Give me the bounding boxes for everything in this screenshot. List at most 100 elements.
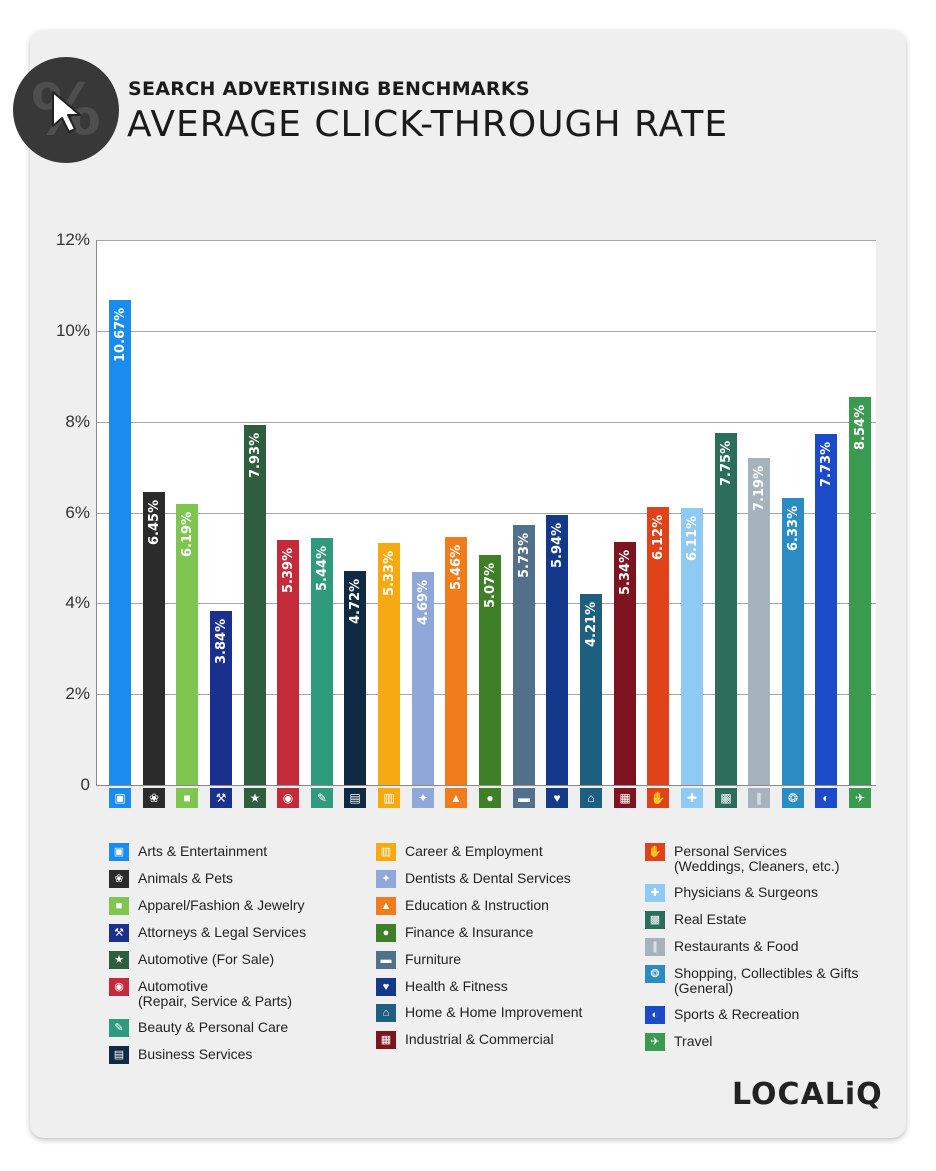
legend-label: Business Services (138, 1047, 358, 1062)
category-icon: ∥ (748, 788, 770, 808)
bar (580, 594, 602, 785)
bar-value-label: 4.72% (348, 579, 363, 625)
bar (109, 300, 131, 785)
bar (849, 397, 871, 785)
legend-swatch-icon: ★ (109, 951, 129, 969)
bar-value-label: 8.54% (853, 405, 868, 451)
legend-label-line: Restaurants & Food (674, 938, 799, 954)
legend-label: Restaurants & Food (674, 939, 894, 954)
bar (513, 525, 535, 785)
legend-label: Beauty & Personal Care (138, 1020, 358, 1035)
legend-label-line: Automotive (For Sale) (138, 951, 275, 967)
category-icon: ▦ (614, 788, 636, 808)
bar-value-label: 4.21% (584, 602, 599, 648)
legend-swatch-icon: ✦ (376, 870, 396, 888)
bar-value-label: 7.75% (719, 441, 734, 487)
legend-label: Dentists & Dental Services (405, 871, 625, 886)
legend-label: Shopping, Collectibles & Gifts (General) (674, 966, 894, 996)
legend-label-line: Personal Services (674, 843, 787, 859)
legend-swatch-icon: ▩ (645, 911, 665, 929)
category-icon: ✋ (647, 788, 669, 808)
bar-value-label: 5.73% (517, 533, 532, 579)
legend-label-line: Dentists & Dental Services (405, 870, 571, 886)
legend-label-line: Shopping, Collectibles & Gifts (674, 965, 859, 981)
category-icon: ▥ (378, 788, 400, 808)
category-icon: ❀ (143, 788, 165, 808)
legend-swatch-icon: ◉ (109, 978, 129, 996)
legend-label: Attorneys & Legal Services (138, 925, 358, 940)
gridline (96, 422, 876, 423)
gridline (96, 240, 876, 241)
legend-label: Sports & Recreation (674, 1007, 894, 1022)
legend-label: Finance & Insurance (405, 925, 625, 940)
legend-swatch-icon: ▬ (376, 951, 396, 969)
bar (311, 538, 333, 785)
bar-value-label: 5.33% (382, 551, 397, 597)
bar-value-label: 5.39% (281, 548, 296, 594)
legend-label: Furniture (405, 952, 625, 967)
legend-label-line: Beauty & Personal Care (138, 1019, 289, 1035)
bar (748, 458, 770, 785)
legend-label-line: Real Estate (674, 911, 747, 927)
legend-swatch-icon: ∥ (645, 938, 665, 956)
bar-value-label: 6.45% (147, 500, 162, 546)
legend-label-line: Finance & Insurance (405, 924, 534, 940)
bar-value-label: 5.46% (449, 545, 464, 591)
bar (143, 492, 165, 785)
y-tick-label: 12% (55, 230, 90, 249)
bar-value-label: 3.84% (214, 619, 229, 665)
gridline (96, 513, 876, 514)
bar (647, 507, 669, 785)
header-title: AVERAGE CLICK-THROUGH RATE (127, 104, 729, 145)
bar-value-label: 5.34% (618, 550, 633, 596)
legend-label-line: Industrial & Commercial (405, 1031, 554, 1047)
legend-swatch-icon: ▦ (376, 1031, 396, 1049)
bar-value-label: 5.07% (483, 563, 498, 609)
legend-swatch-icon: ✈ (645, 1033, 665, 1051)
legend-label: Automotive (For Sale) (138, 952, 358, 967)
y-tick-label: 6% (65, 503, 90, 522)
legend-swatch-icon: ✚ (645, 884, 665, 902)
category-icon: ⚒ (210, 788, 232, 808)
legend-label-line: Attorneys & Legal Services (138, 924, 307, 940)
category-icon: ✈ (849, 788, 871, 808)
legend-label: Automotive (Repair, Service & Parts) (138, 979, 358, 1009)
localiq-logo: LOCALiQ (732, 1077, 883, 1112)
legend-swatch-icon: ● (376, 924, 396, 942)
legend-label: Personal Services (Weddings, Cleaners, et… (674, 844, 894, 874)
category-icon: ✚ (681, 788, 703, 808)
bar (412, 572, 434, 785)
legend-label-line: Travel (674, 1033, 713, 1049)
legend-label-line: Career & Employment (405, 843, 543, 859)
legend-label-line: (General) (674, 980, 734, 996)
category-icon: ▬ (513, 788, 535, 808)
legend-label-line: (Weddings, Cleaners, etc.) (674, 858, 840, 874)
legend-label: Travel (674, 1034, 894, 1049)
legend-swatch-icon: ▣ (109, 843, 129, 861)
bar-value-label: 4.69% (416, 580, 431, 626)
legend-label-line: (Repair, Service & Parts) (138, 993, 293, 1009)
category-icon: ■ (176, 788, 198, 808)
bar-value-label: 7.19% (752, 466, 767, 512)
category-icon: ♥ (546, 788, 568, 808)
bar (445, 537, 467, 785)
legend-swatch-icon: ❂ (645, 965, 665, 983)
legend-label-line: Apparel/Fashion & Jewelry (138, 897, 305, 913)
bar-value-label: 10.67% (113, 308, 128, 363)
category-icon: ▩ (715, 788, 737, 808)
legend-label: Career & Employment (405, 844, 625, 859)
y-tick-label: 8% (65, 412, 90, 431)
legend-label: Physicians & Surgeons (674, 885, 894, 900)
legend-label: Industrial & Commercial (405, 1032, 625, 1047)
y-tick-label: 10% (55, 321, 90, 340)
cursor-icon (52, 91, 81, 133)
y-axis (96, 240, 97, 786)
y-tick-label: 2% (65, 684, 90, 703)
legend-label-line: Sports & Recreation (674, 1006, 800, 1022)
y-tick-label: 4% (65, 593, 90, 612)
bar (277, 540, 299, 785)
legend-label-line: Home & Home Improvement (405, 1004, 583, 1020)
bar (378, 543, 400, 785)
legend-swatch-icon: ♥ (376, 978, 396, 996)
legend-label-line: Business Services (138, 1046, 253, 1062)
